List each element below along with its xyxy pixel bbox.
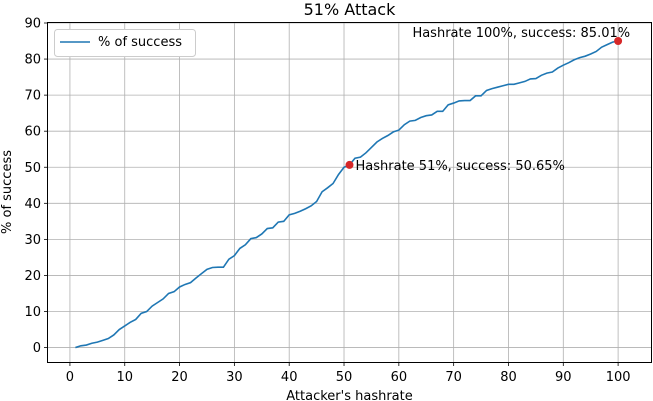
series-line-success [75, 40, 619, 349]
legend-box [54, 29, 196, 57]
x-tick-label: 10 [116, 370, 133, 385]
chart-title: 51% Attack [304, 0, 396, 19]
x-tick-label: 30 [226, 370, 243, 385]
x-tick-label: 50 [336, 370, 353, 385]
x-tick-label: 80 [500, 370, 517, 385]
y-axis-label: % of success [0, 150, 15, 234]
y-tick-label: 0 [33, 341, 41, 356]
x-tick-label: 90 [555, 370, 572, 385]
y-tick-label: 20 [24, 269, 41, 284]
x-tick-label: 20 [171, 370, 188, 385]
plot-frame [47, 22, 652, 363]
y-tick-label: 90 [24, 17, 41, 32]
x-axis-ticks: 0 10 20 30 40 50 60 70 80 90 100 [66, 362, 631, 385]
highlight-point [614, 36, 623, 45]
y-tick-label: 80 [24, 53, 41, 68]
y-tick-label: 10 [24, 305, 41, 320]
highlight-point [345, 160, 354, 169]
y-tick-label: 30 [24, 233, 41, 248]
y-tick-label: 40 [24, 197, 41, 212]
highlight-points [345, 36, 623, 169]
annotation-label: Hashrate 100%, success: 85.01% [412, 26, 630, 41]
y-tick-label: 70 [24, 89, 41, 104]
legend: % of success [54, 29, 196, 57]
legend-label: % of success [98, 35, 182, 50]
y-tick-label: 60 [24, 125, 41, 140]
annotations: Hashrate 51%, success: 50.65% Hashrate 10… [356, 26, 631, 174]
x-tick-label: 100 [606, 370, 631, 385]
grid [48, 22, 651, 362]
x-tick-label: 40 [281, 370, 298, 385]
y-tick-label: 50 [24, 161, 41, 176]
y-axis-ticks: 0 10 20 30 40 50 60 70 80 90 [24, 17, 48, 356]
x-tick-label: 0 [66, 370, 74, 385]
annotation-label: Hashrate 51%, success: 50.65% [356, 159, 565, 174]
x-axis-label: Attacker's hashrate [286, 389, 412, 401]
x-tick-label: 70 [445, 370, 462, 385]
x-tick-label: 60 [391, 370, 408, 385]
